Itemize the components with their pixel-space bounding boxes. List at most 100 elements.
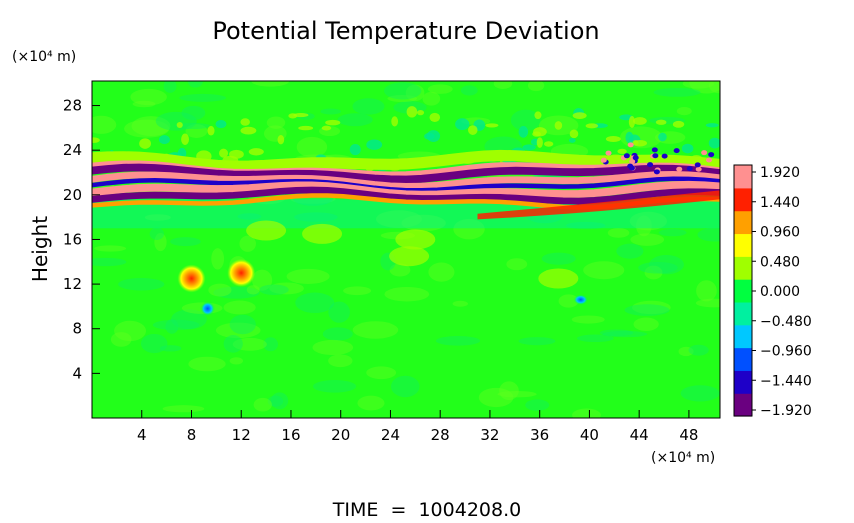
texture-spot bbox=[636, 215, 652, 237]
wave-cell bbox=[661, 153, 668, 159]
wave-ripple bbox=[325, 119, 341, 126]
texture-spot bbox=[114, 320, 147, 342]
heatmap-field bbox=[92, 81, 720, 418]
colorbar-labels: 1.920 1.440 0.960 0.480 0.000 −0.480 −0.960 −1.… bbox=[752, 165, 812, 419]
texture-spot bbox=[384, 82, 422, 100]
texture-spot bbox=[259, 284, 289, 295]
texture-spot bbox=[453, 218, 485, 240]
texture-spot bbox=[676, 106, 692, 116]
wave-cell bbox=[652, 153, 659, 159]
colorbar-label: 1.440 bbox=[760, 195, 800, 211]
wave-ripple bbox=[568, 137, 576, 143]
texture-spot bbox=[576, 334, 614, 343]
wave-ripple bbox=[672, 120, 685, 128]
x-tick-label: 8 bbox=[187, 426, 197, 444]
colorbar-swatch bbox=[734, 324, 752, 349]
eddy bbox=[246, 220, 287, 241]
warm-blob bbox=[177, 264, 206, 293]
x-axis-ticks: 4 8 12 16 20 24 28 32 36 40 44 48 bbox=[137, 410, 698, 444]
texture-spot bbox=[144, 214, 171, 221]
wave-cell bbox=[701, 150, 708, 156]
texture-spot bbox=[405, 84, 425, 102]
wave-ripple bbox=[605, 136, 621, 142]
texture-spot bbox=[188, 356, 226, 372]
texture-spot bbox=[680, 385, 720, 402]
texture-spot bbox=[163, 81, 177, 93]
texture-spot bbox=[246, 285, 260, 295]
x-tick-label: 12 bbox=[232, 426, 251, 444]
wave-cell bbox=[627, 142, 634, 148]
plot-frame bbox=[91, 80, 721, 419]
chart-title: Potential Temperature Deviation bbox=[212, 17, 599, 45]
wave-ripple bbox=[248, 148, 264, 156]
texture-spot bbox=[118, 277, 165, 291]
colorbar-swatch bbox=[734, 347, 752, 371]
wave-ripple bbox=[536, 137, 543, 148]
texture-spot bbox=[518, 337, 556, 346]
jet-layer-bands bbox=[92, 142, 720, 220]
x-tick-label: 44 bbox=[630, 426, 649, 444]
wave-ripple bbox=[534, 111, 542, 120]
wave-ripple bbox=[705, 123, 719, 128]
wave-cell bbox=[708, 152, 715, 158]
texture-spot bbox=[215, 322, 261, 339]
jet-band bbox=[92, 149, 720, 172]
wave-ripple bbox=[632, 140, 639, 146]
wave-cell bbox=[627, 163, 634, 169]
texture-spot bbox=[110, 332, 132, 347]
texture-spot bbox=[213, 286, 260, 299]
wave-ripple bbox=[522, 144, 536, 151]
y-tick-label: 20 bbox=[63, 186, 82, 204]
y-tick-label: 8 bbox=[72, 320, 82, 338]
x-tick-label: 20 bbox=[331, 426, 350, 444]
texture-spot bbox=[541, 252, 576, 265]
texture-spot bbox=[629, 211, 668, 231]
wave-ripple bbox=[366, 139, 383, 150]
texture-spot bbox=[558, 294, 579, 308]
wave-ripple bbox=[681, 143, 694, 154]
wave-cell bbox=[653, 169, 660, 175]
x-tick-label: 36 bbox=[530, 426, 549, 444]
texture-spot bbox=[452, 300, 468, 307]
y-tick-label: 4 bbox=[72, 364, 82, 382]
texture-spot bbox=[583, 261, 625, 280]
texture-spot bbox=[682, 81, 715, 89]
y-tick-label: 28 bbox=[63, 97, 82, 115]
x-tick-label: 24 bbox=[381, 426, 400, 444]
colorbar-swatch bbox=[734, 279, 752, 303]
x-tick-label: 16 bbox=[281, 426, 300, 444]
texture-spot bbox=[181, 105, 206, 121]
wave-cell bbox=[632, 155, 639, 161]
texture-spot bbox=[296, 136, 328, 158]
y-tick-label: 16 bbox=[63, 230, 82, 248]
wave-ripple bbox=[293, 113, 309, 118]
texture-spot bbox=[632, 300, 671, 315]
warm-tongue bbox=[477, 190, 720, 220]
x-tick-label: 40 bbox=[580, 426, 599, 444]
colorbar-label: −1.440 bbox=[760, 373, 812, 389]
texture-spot bbox=[352, 321, 399, 339]
wave-ripple bbox=[181, 133, 190, 145]
colorbar-swatch bbox=[734, 393, 752, 417]
texture-spot bbox=[322, 327, 353, 341]
wave-ripple bbox=[518, 126, 529, 138]
texture-spot bbox=[493, 81, 513, 89]
y-tick-label: 12 bbox=[63, 275, 82, 293]
texture-spot bbox=[187, 81, 203, 88]
x-tick-label: 4 bbox=[137, 426, 147, 444]
wave-ripple bbox=[416, 110, 425, 116]
texture-spot bbox=[229, 314, 256, 335]
colorbar-swatch bbox=[734, 187, 752, 212]
colorbar-swatch bbox=[734, 301, 752, 326]
texture-spot bbox=[460, 85, 478, 96]
wave-ripple bbox=[658, 132, 667, 142]
texture-spot bbox=[294, 212, 338, 222]
wave-ripple bbox=[349, 144, 361, 156]
texture-spot bbox=[435, 335, 481, 346]
texture-spot bbox=[633, 317, 659, 331]
wave-ripple bbox=[485, 123, 499, 128]
texture-spot bbox=[602, 330, 648, 338]
time-footer: TIME = 1004208.0 bbox=[332, 499, 521, 519]
wave-ripple bbox=[543, 141, 554, 147]
wave-ripple bbox=[139, 138, 151, 149]
